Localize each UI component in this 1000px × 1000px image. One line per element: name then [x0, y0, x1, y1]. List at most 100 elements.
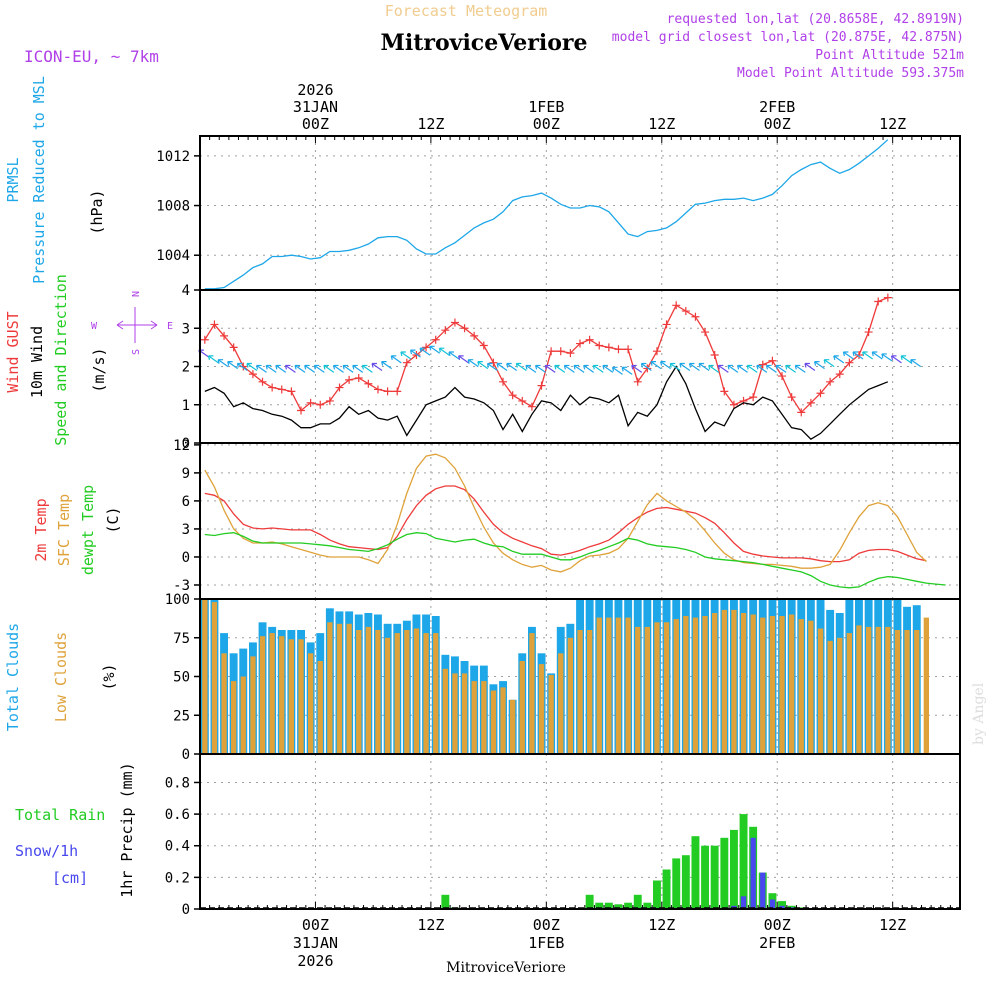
temperature-ytick-label: 12 — [173, 438, 190, 454]
clouds-bar-low-clouds — [548, 675, 554, 754]
wind-series-10m-wind — [204, 365, 889, 441]
clouds-bar-low-clouds — [221, 653, 227, 755]
wind-arrow — [871, 351, 883, 360]
wind-arrow — [381, 360, 392, 370]
gust-marker — [508, 391, 517, 400]
wind-arrow — [361, 364, 373, 373]
compass-east: E — [167, 321, 173, 332]
wind-arrow — [727, 364, 739, 373]
precip-bar-total-rain — [595, 902, 604, 909]
gust-marker — [268, 383, 277, 392]
precip-bar-total-rain — [739, 814, 748, 909]
clouds-bar-low-clouds — [384, 637, 391, 755]
wind-arrow — [660, 360, 671, 370]
wind-arrow — [227, 360, 239, 370]
gust-marker — [450, 318, 459, 327]
precip-ytick-label: 0 — [182, 902, 190, 918]
gust-marker — [441, 326, 450, 335]
clouds-bar-low-clouds — [885, 626, 891, 754]
clouds-bar-low-clouds — [327, 622, 333, 755]
wind-arrow — [852, 351, 864, 360]
clouds-marks — [200, 599, 929, 755]
clouds-bar-low-clouds — [269, 633, 275, 754]
temperature-ylabel: (C) — [104, 506, 122, 533]
compass-north: N — [131, 291, 142, 297]
clouds-bar-low-clouds — [490, 690, 497, 754]
wind-arrow — [467, 359, 479, 368]
temperature-grid — [200, 443, 960, 599]
wind-arrow — [496, 362, 508, 371]
clouds-bar-low-clouds — [712, 613, 718, 754]
wind-arrow — [785, 364, 797, 373]
gust-marker — [806, 398, 815, 407]
clouds-bar-low-clouds — [789, 614, 795, 754]
gust-marker — [566, 349, 575, 358]
wind-arrow — [910, 359, 922, 368]
precip-grid — [200, 754, 960, 910]
clouds-bar-low-clouds — [837, 637, 843, 755]
bottom-time-label: 00Z — [533, 916, 560, 934]
wind-arrow — [890, 355, 902, 364]
precip-ylabel: Total Rain — [15, 806, 105, 824]
top-time-label: 2FEB — [759, 98, 795, 116]
gust-marker — [672, 301, 681, 310]
temperature-y-labels: 2m Temp SFC Temp dewpt Temp (C) — [32, 485, 122, 575]
location-title: MitroviceVeriore — [381, 30, 588, 56]
gust-marker — [518, 396, 527, 405]
precip-bar-total-rain — [662, 869, 671, 909]
pressure-ylabel: (hPa) — [88, 189, 106, 234]
temperature-ytick-label: 3 — [182, 522, 190, 538]
temperature-ylabel: dewpt Temp — [79, 485, 97, 575]
wind-arrow — [332, 364, 344, 373]
gust-marker — [826, 377, 835, 386]
gust-marker — [383, 387, 392, 396]
temperature-ylabel: SFC Temp — [55, 494, 73, 566]
top-time-label: 12Z — [879, 115, 906, 133]
top-time-label: 00Z — [764, 115, 791, 133]
wind-marks — [198, 293, 922, 441]
temperature-ytick-label: 6 — [182, 494, 190, 510]
clouds-bar-low-clouds — [423, 633, 429, 754]
precip-marks — [200, 814, 960, 909]
clouds-y-ticks: 0 25 50 75 100 — [165, 592, 200, 763]
wind-arrow — [640, 362, 652, 371]
gust-marker — [422, 343, 431, 352]
closest-coords: model grid closest lon,lat (20.875E, 42.… — [612, 30, 964, 45]
clouds-bar-low-clouds — [923, 617, 929, 754]
clouds-bar-low-clouds — [673, 619, 679, 754]
top-time-label: 12Z — [417, 115, 444, 133]
wind-arrow — [352, 364, 364, 373]
wind-ytick-label: 0 — [182, 436, 190, 452]
wind-arrow — [544, 364, 556, 373]
gust-marker — [768, 356, 777, 365]
bottom-time-label: 00Z — [302, 916, 329, 934]
gust-marker — [739, 396, 748, 405]
wind-arrow — [794, 364, 806, 373]
wind-arrow — [390, 355, 402, 364]
precip-bar-snow-1h — [760, 872, 766, 909]
wind-ytick-label: 3 — [182, 321, 190, 337]
temperature-series-sfc-temp — [204, 453, 927, 573]
clouds-bar-low-clouds — [606, 617, 612, 754]
gust-marker — [720, 387, 729, 396]
wind-arrow — [284, 364, 296, 373]
gust-marker — [431, 335, 440, 344]
clouds-bar-low-clouds — [904, 630, 910, 754]
clouds-ylabel: Low Clouds — [52, 632, 70, 722]
wind-arrow — [881, 353, 893, 362]
clouds-bar-low-clouds — [779, 616, 785, 754]
wind-arrow — [708, 364, 720, 373]
pressure-ytick-label: 1004 — [156, 248, 190, 264]
clouds-bar-low-clouds — [740, 613, 747, 754]
credit-watermark: by Angel — [971, 682, 987, 745]
precip-bar-total-rain — [672, 858, 681, 909]
clouds-bar-low-clouds — [846, 633, 852, 754]
clouds-bar-low-clouds — [856, 625, 862, 754]
precip-bar-total-rain — [643, 902, 652, 909]
temperature-ylabel: 2m Temp — [32, 498, 50, 561]
clouds-ylabel: Total Clouds — [4, 623, 22, 731]
gust-marker — [633, 377, 642, 386]
